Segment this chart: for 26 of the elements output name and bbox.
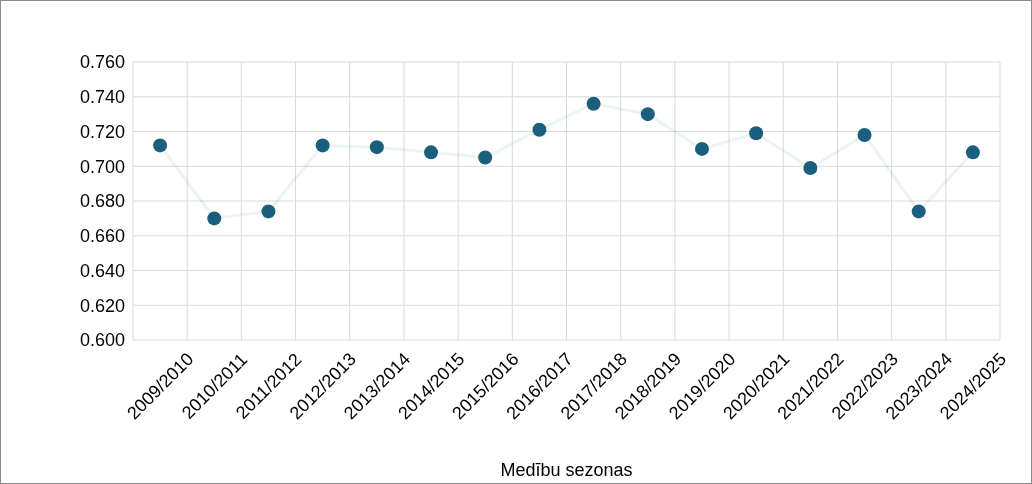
point (749, 126, 764, 141)
y-tick-label: 0.620 (79, 295, 125, 316)
point (803, 160, 818, 175)
point (315, 138, 330, 153)
y-tick-label: 0.680 (79, 191, 125, 212)
point (694, 141, 709, 156)
y-tick-label: 0.740 (79, 87, 125, 108)
y-tick-label: 0.720 (79, 121, 125, 142)
point (640, 107, 655, 122)
point (261, 204, 276, 219)
y-tick-label: 0.700 (79, 156, 125, 177)
y-tick-label: 0.600 (79, 330, 125, 351)
y-tick-label: 0.640 (79, 260, 125, 281)
point (857, 127, 872, 142)
point (586, 96, 601, 111)
point (369, 140, 384, 155)
point (965, 145, 980, 160)
point (207, 211, 222, 226)
x-axis-title: Medību sezonas (500, 460, 633, 480)
point (424, 145, 439, 160)
point (532, 122, 547, 137)
point (153, 138, 168, 153)
point (478, 150, 493, 165)
y-tick-label: 0.760 (79, 52, 125, 73)
y-tick-label: 0.660 (79, 226, 125, 247)
point (911, 204, 926, 219)
